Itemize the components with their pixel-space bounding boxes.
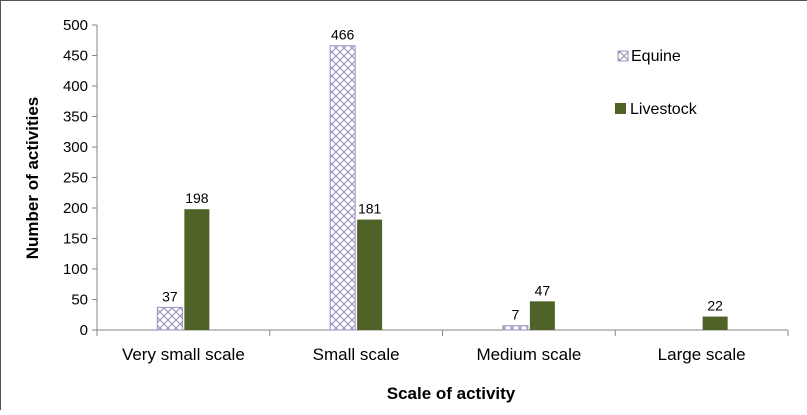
legend-label-equine: Equine [631, 48, 681, 65]
y-tick-label: 350 [63, 109, 88, 126]
y-axis-title: Number of activities [23, 97, 42, 260]
data-label: 47 [535, 282, 551, 298]
bar-livestock [529, 301, 555, 330]
x-tick-label: Large scale [658, 345, 746, 364]
legend-swatch-equine [617, 50, 629, 62]
data-label: 37 [162, 288, 178, 304]
bar-equine [156, 306, 183, 331]
data-labels: 37 198 466 181 7 47 22 [162, 27, 723, 323]
y-tick-label: 450 [63, 48, 88, 65]
y-tick-label: 250 [63, 170, 88, 187]
x-axis: Very small scale Small scale Medium scale L… [96, 329, 789, 364]
y-tick-label: 150 [63, 231, 88, 248]
y-tick-label: 50 [71, 292, 88, 309]
y-tick-label: 500 [63, 17, 88, 34]
y-tick-label: 400 [63, 78, 88, 95]
legend-swatch-livestock [615, 103, 626, 114]
y-axis: 0 50 100 150 200 250 300 350 400 450 500 [63, 17, 98, 339]
y-tick-label: 100 [63, 261, 88, 278]
y-tick-label: 200 [63, 200, 88, 217]
data-label: 181 [358, 201, 382, 217]
x-axis-title: Scale of activity [387, 384, 516, 403]
bar-livestock [702, 316, 728, 330]
bar-livestock [184, 209, 210, 330]
data-label: 466 [331, 27, 355, 43]
data-label: 198 [185, 190, 209, 206]
data-label: 7 [511, 307, 519, 323]
bars [156, 45, 728, 331]
legend-label-livestock: Livestock [630, 101, 698, 118]
data-label: 22 [707, 298, 723, 314]
x-tick-label: Medium scale [476, 345, 581, 364]
bar-livestock [357, 219, 383, 330]
legend: Equine Livestock [615, 48, 698, 118]
x-tick-label: Small scale [313, 345, 400, 364]
y-tick-label: 300 [63, 139, 88, 156]
bar-equine [502, 325, 529, 331]
bar-equine [329, 45, 356, 331]
x-tick-label: Very small scale [122, 345, 245, 364]
y-tick-label: 0 [80, 322, 88, 339]
